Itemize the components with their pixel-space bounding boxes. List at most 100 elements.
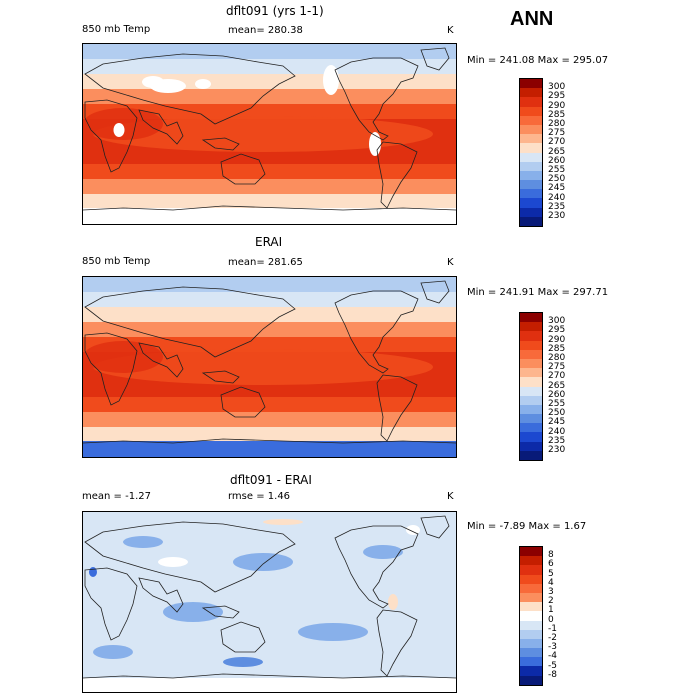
panel-3-map-svg <box>83 512 456 692</box>
difference-patch <box>298 623 368 641</box>
zonal-band <box>83 397 456 413</box>
colorbar-swatch <box>520 556 542 566</box>
zonal-band <box>83 412 456 428</box>
colorbar-tick-label: 265 <box>548 380 566 391</box>
colorbar-swatch <box>520 79 542 89</box>
colorbar-swatch <box>520 583 542 593</box>
zonal-band <box>83 337 456 353</box>
coastline <box>220 621 266 653</box>
antarctic-region <box>83 441 456 457</box>
colorbar-swatch <box>520 638 542 649</box>
colorbar-swatch <box>520 134 542 144</box>
panel-1-colorbar <box>519 78 543 227</box>
colorbar-tick-label: 0 <box>548 614 554 625</box>
africa-warm-core <box>83 108 163 140</box>
colorbar-swatch <box>520 340 542 350</box>
coastline <box>201 137 240 151</box>
colorbar-tick-label: 275 <box>548 362 566 373</box>
colorbar-tick-label: 5 <box>548 568 554 579</box>
coastline <box>376 609 418 677</box>
colorbar-swatch <box>520 565 542 575</box>
coastline <box>138 109 184 145</box>
zonal-band <box>83 322 456 338</box>
colorbar-swatch <box>520 547 542 557</box>
colorbar-swatch <box>520 170 542 181</box>
panel-1-map <box>82 43 457 225</box>
colorbar-tick-label: 250 <box>548 408 566 419</box>
coastline <box>84 332 138 406</box>
colorbar-swatch <box>520 88 542 98</box>
difference-patch <box>123 536 163 548</box>
colorbar-tick-label: 290 <box>548 334 566 345</box>
colorbar-swatch <box>520 432 542 442</box>
panel-3-title: dflt091 - ERAI <box>230 473 312 487</box>
colorbar-tick-label: 245 <box>548 417 566 428</box>
colorbar-tick-label: 260 <box>548 389 566 400</box>
colorbar-tick-label: 270 <box>548 137 566 148</box>
coastline <box>83 673 456 679</box>
panel-3-minmax: Min = -7.89 Max = 1.67 <box>467 521 587 532</box>
panel-2-colorbar <box>519 312 543 461</box>
difference-patch <box>89 567 97 577</box>
coastline <box>83 205 456 211</box>
missing-data-mask <box>150 79 186 93</box>
colorbar-swatch <box>520 648 542 658</box>
zonal-band <box>83 74 456 90</box>
panel-1-title: dflt091 (yrs 1-1) <box>226 4 324 18</box>
coastline <box>420 280 450 304</box>
colorbar-tick-label: 270 <box>548 371 566 382</box>
colorbar-tick-label: 3 <box>548 587 554 597</box>
colorbar-swatch <box>520 313 542 323</box>
colorbar-swatch <box>520 657 542 667</box>
colorbar-swatch <box>520 143 542 153</box>
zonal-band <box>83 179 456 195</box>
colorbar-tick-label: 300 <box>548 316 566 327</box>
coastline <box>201 605 240 619</box>
coastline <box>138 577 184 613</box>
colorbar-swatch <box>520 97 542 107</box>
coastline <box>220 386 266 418</box>
colorbar-swatch <box>520 349 542 359</box>
colorbar-swatch <box>520 574 542 584</box>
colorbar-swatch <box>520 602 542 612</box>
panel-1-stat: mean= 280.38 <box>228 25 303 36</box>
africa-warm-core <box>83 341 163 373</box>
colorbar-tick-label: 285 <box>548 109 566 120</box>
colorbar-swatch <box>520 423 542 433</box>
colorbar-swatch <box>520 611 542 621</box>
colorbar-tick-label: 230 <box>548 211 566 221</box>
coastline <box>376 141 418 209</box>
panel-2-stat: mean= 281.65 <box>228 257 303 268</box>
coastline <box>420 47 450 71</box>
difference-patch <box>406 525 420 535</box>
colorbar-swatch <box>520 377 542 387</box>
zonal-band <box>83 104 456 120</box>
colorbar-swatch <box>520 620 542 630</box>
zonal-band <box>83 164 456 180</box>
colorbar-tick-label: 285 <box>548 343 566 354</box>
colorbar-swatch <box>520 331 542 341</box>
colorbar-tick-label: 6 <box>548 559 554 570</box>
season-label: ANN <box>510 8 554 30</box>
colorbar-tick-label: 235 <box>548 435 566 446</box>
colorbar-tick-label: 230 <box>548 445 566 455</box>
panel-3-units: K <box>447 491 454 502</box>
colorbar-tick-label: 2 <box>548 596 554 607</box>
colorbar-swatch <box>520 106 542 116</box>
colorbar-swatch <box>520 358 542 369</box>
colorbar-tick-label: 8 <box>548 550 554 561</box>
panel-2-minmax: Min = 241.91 Max = 297.71 <box>467 287 609 298</box>
colorbar-swatch <box>520 207 542 217</box>
colorbar-swatch <box>520 666 542 676</box>
colorbar-swatch <box>520 404 542 415</box>
colorbar-swatch <box>520 592 542 603</box>
colorbar-tick-label: -8 <box>548 669 557 680</box>
colorbar-tick-label: 300 <box>548 82 566 93</box>
panel-3-colorbar <box>519 546 543 686</box>
difference-patch <box>233 553 293 571</box>
antarctic-region <box>83 678 456 692</box>
panel-2-map <box>82 276 457 458</box>
colorbar-tick-label: 295 <box>548 325 566 336</box>
antarctic-region <box>83 208 456 224</box>
